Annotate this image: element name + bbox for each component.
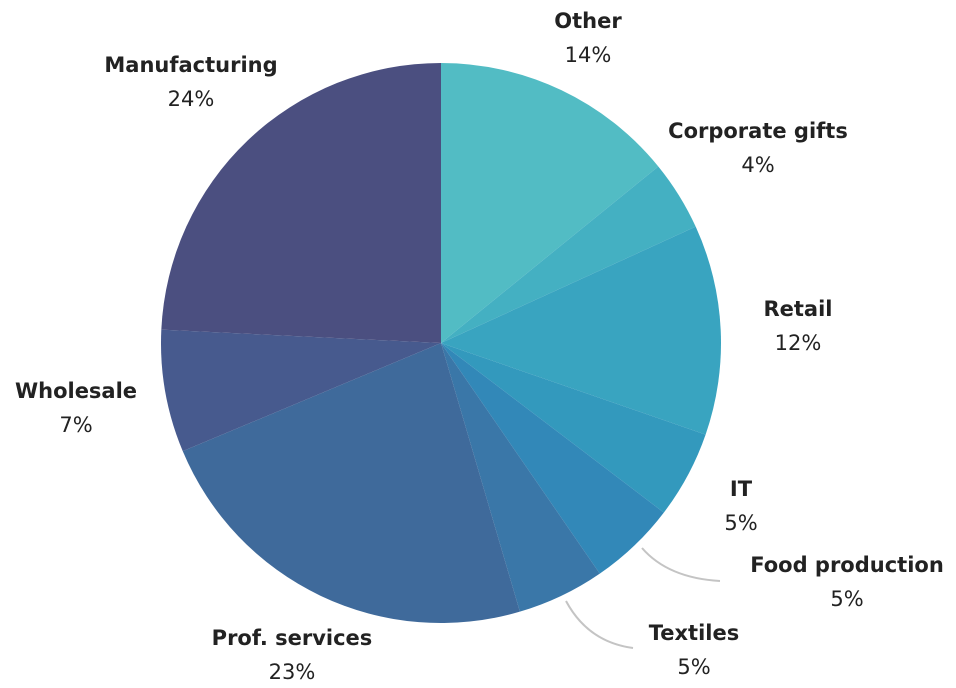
slice-label-retail: Retail [763,297,832,321]
pie-slice-other [441,63,659,343]
slice-label-corporate-gifts: Corporate gifts [668,119,848,143]
pie-slice-retail [441,226,722,435]
slice-value-food-production: 5% [830,587,863,611]
slice-value-it: 5% [724,511,757,535]
pie-slices [161,63,722,624]
pie-slice-corporate-gifts [441,166,696,343]
slice-label-prof-services: Prof. services [212,626,373,650]
pie-slice-it [441,343,706,513]
slice-label-wholesale: Wholesale [15,379,137,403]
slice-value-other: 14% [565,43,612,67]
slice-value-manufacturing: 24% [168,87,215,111]
slice-label-it: IT [730,477,753,501]
slice-label-manufacturing: Manufacturing [104,53,277,77]
slice-label-other: Other [554,9,622,33]
pie-slice-manufacturing [161,63,441,343]
pie-slice-prof-services [182,343,520,624]
slice-value-corporate-gifts: 4% [741,153,774,177]
leader-lines [565,547,721,649]
slice-value-wholesale: 7% [59,413,92,437]
leader-line-food-production [641,547,721,582]
pie-slice-food-production [441,343,664,574]
slice-value-retail: 12% [775,331,822,355]
leader-line-textiles [565,600,634,649]
pie-slice-textiles [441,343,600,612]
slice-label-food-production: Food production [750,553,944,577]
slice-labels: Other 14% Corporate gifts 4% Retail 12% IT 5% Fo… [15,9,944,684]
slice-label-textiles: Textiles [649,621,740,645]
pie-slice-wholesale [161,329,441,452]
slice-value-textiles: 5% [677,655,710,679]
slice-value-prof-services: 23% [269,660,316,684]
